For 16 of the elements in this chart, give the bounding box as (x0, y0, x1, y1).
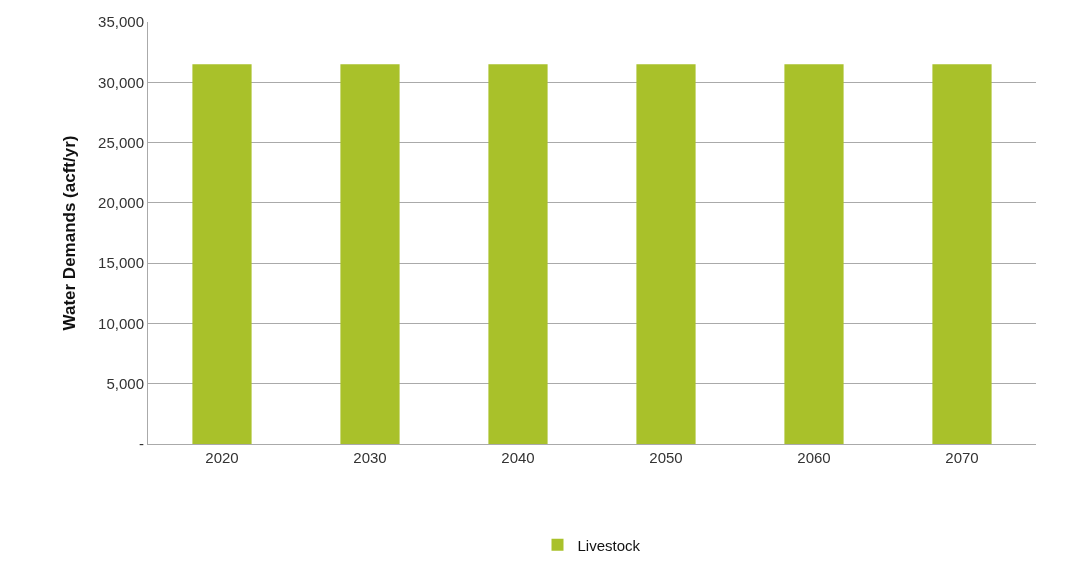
x-tick-label: 2020 (205, 449, 239, 466)
y-tick-label: 10,000 (98, 314, 144, 332)
y-tick-label: 20,000 (98, 194, 144, 212)
x-tick-label: 2030 (353, 449, 387, 466)
x-tick-label: 2060 (797, 449, 831, 466)
y-tick-label: 15,000 (98, 254, 144, 272)
y-tick-label: 35,000 (98, 13, 144, 31)
x-tick-label: 2070 (945, 449, 979, 466)
y-axis-title: Water Demands (acft/yr) (59, 135, 79, 331)
y-tick-label: - (139, 435, 144, 453)
y-tick-label: 30,000 (98, 73, 144, 91)
x-tick-label: 2050 (649, 449, 683, 466)
legend-label: Livestock (577, 536, 641, 554)
x-tick-label: 2040 (501, 449, 535, 466)
y-tick-label: 5,000 (106, 374, 144, 392)
y-tick-label: 25,000 (98, 133, 144, 151)
